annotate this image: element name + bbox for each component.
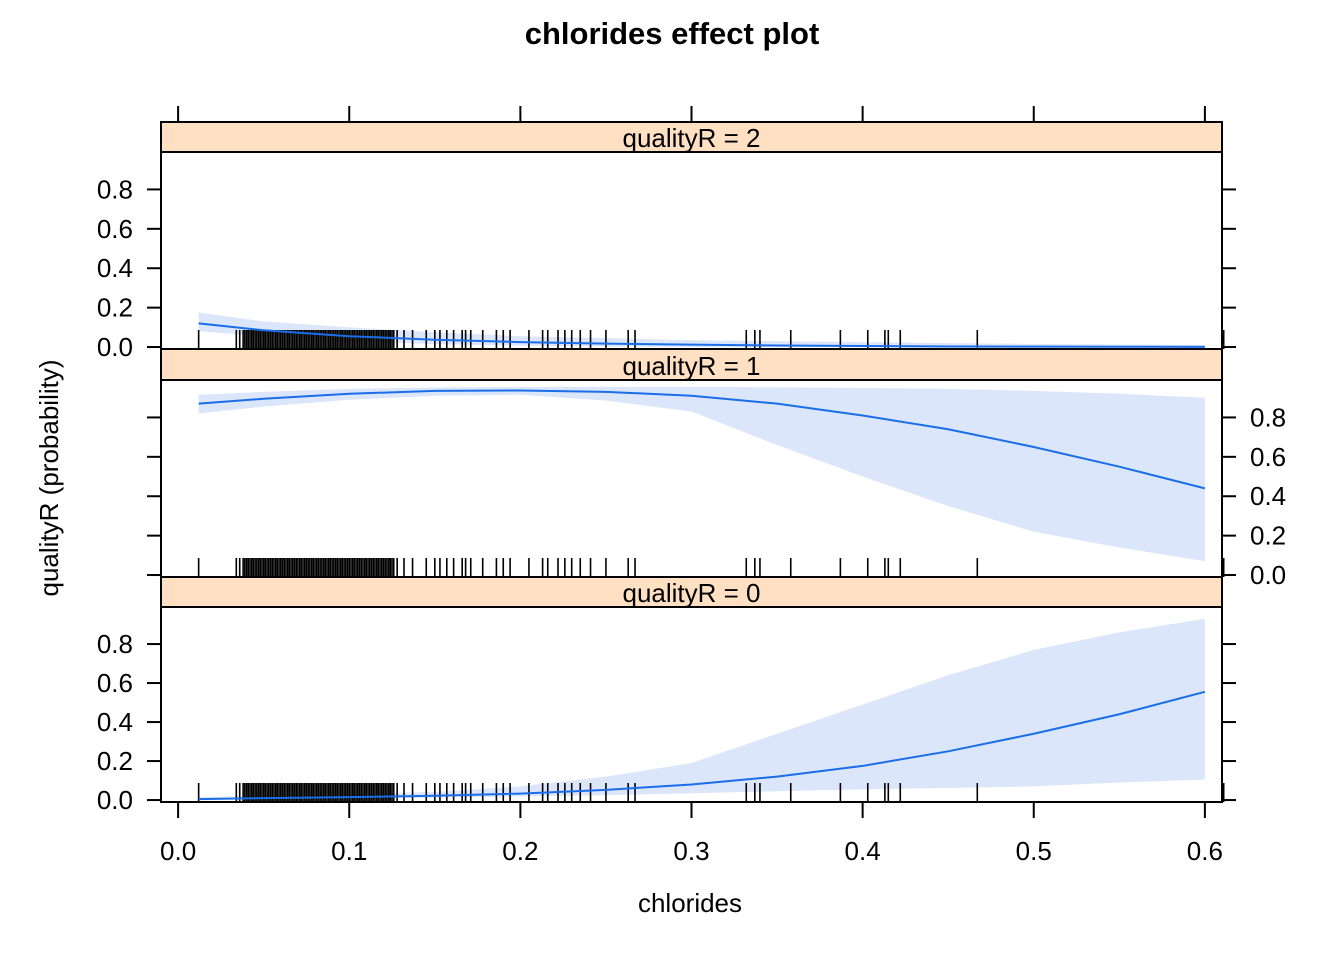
fit-line-2 <box>198 690 1206 801</box>
strip-label-2: qualityR = 0 <box>622 578 760 608</box>
fit-line-1 <box>198 389 1206 490</box>
panel-2: qualityR = 0 0.0 0.2 0.4 0.6 0.8 <box>97 576 1236 815</box>
x-tick-label-1: 0.1 <box>331 836 367 866</box>
panel-1: qualityR = 1 0.0 0.2 0.4 0.6 0.8 <box>147 348 1286 590</box>
y-tick-label: 0.2 <box>97 746 133 776</box>
y-tick-label: 0.4 <box>97 253 133 283</box>
x-tick-label-5: 0.5 <box>1016 836 1052 866</box>
y-axis-label: qualityR (probability) <box>34 360 64 597</box>
strip-1 <box>160 348 1223 381</box>
fit-line-0 <box>198 322 1205 348</box>
x-tick-label-6: 0.6 <box>1187 836 1223 866</box>
y-tick-label: 0.0 <box>1250 560 1286 590</box>
y-tick-label: 0.8 <box>1250 402 1286 432</box>
y-tick-label: 0.8 <box>97 629 133 659</box>
y-tick-label: 0.4 <box>97 707 133 737</box>
x-tick-label-0: 0.0 <box>160 836 196 866</box>
panel-frame-0 <box>160 151 1223 350</box>
strip-label-0: qualityR = 2 <box>622 123 760 153</box>
y-tick-label: 0.0 <box>97 785 133 815</box>
chart-title: chlorides effect plot <box>525 16 820 51</box>
y-tick-label: 0.2 <box>1250 521 1286 551</box>
panel-0: qualityR = 2 0.0 0.2 0.4 0.6 0.8 <box>97 121 1236 362</box>
x-tick-label-4: 0.4 <box>845 836 881 866</box>
y-tick-label: 0.4 <box>1250 481 1286 511</box>
x-axis-label: chlorides <box>638 888 742 918</box>
strip-2 <box>160 576 1223 608</box>
y-tick-label: 0.0 <box>97 332 133 362</box>
y-tick-label: 0.8 <box>97 174 133 204</box>
confidence-band-1 <box>198 386 1205 562</box>
x-tick-label-2: 0.2 <box>502 836 538 866</box>
confidence-band-0 <box>198 312 1205 348</box>
y-tick-label: 0.6 <box>97 668 133 698</box>
panels-layer: qualityR = 2 0.0 0.2 0.4 0.6 0.8 qualityR = 1 0… <box>97 106 1286 866</box>
y-tick-label: 0.6 <box>1250 442 1286 472</box>
y-tick-label: 0.2 <box>97 293 133 323</box>
strip-label-1: qualityR = 1 <box>622 351 760 381</box>
x-tick-label-3: 0.3 <box>673 836 709 866</box>
y-tick-label: 0.6 <box>97 214 133 244</box>
confidence-band-2 <box>198 618 1205 800</box>
